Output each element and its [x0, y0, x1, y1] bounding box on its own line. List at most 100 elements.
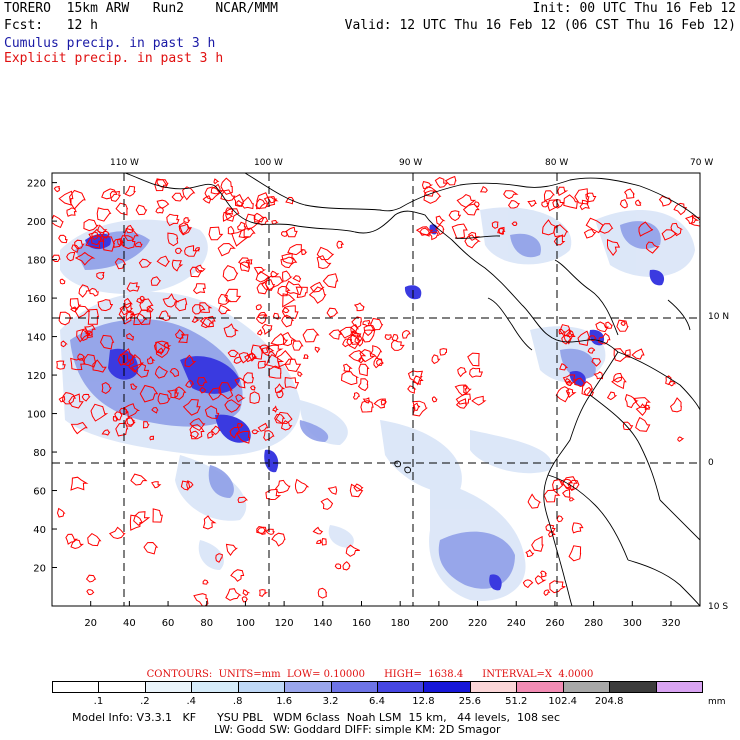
explicit-contour	[583, 228, 597, 239]
explicit-contour	[70, 476, 89, 491]
explicit-contour	[272, 312, 280, 320]
explicit-contour	[559, 363, 569, 371]
explicit-contour	[69, 298, 82, 310]
explicit-contour	[562, 476, 578, 491]
explicit-contour	[549, 580, 566, 594]
explicit-contour	[56, 360, 66, 370]
explicit-contour	[670, 397, 682, 413]
legend-label: .1	[93, 696, 104, 707]
explicit-contour	[358, 357, 366, 364]
explicit-contour	[525, 549, 535, 557]
explicit-contour	[328, 329, 343, 340]
explicit-contour	[613, 348, 631, 362]
explicit-contour	[320, 498, 334, 510]
explicit-contour	[540, 570, 548, 578]
explicit-contour	[87, 532, 102, 547]
explicit-contour	[220, 189, 236, 202]
explicit-contour	[70, 539, 85, 550]
explicit-contour	[353, 302, 366, 312]
explicit-contour	[245, 259, 253, 265]
explicit-contour	[638, 221, 654, 237]
explicit-contour	[317, 587, 328, 599]
explicit-contour	[90, 403, 109, 422]
explicit-contour	[668, 380, 676, 387]
explicit-contour	[585, 217, 604, 234]
explicit-contour	[316, 246, 335, 261]
legend-swatch	[284, 681, 332, 693]
explicit-contour	[138, 258, 152, 268]
explicit-contour	[531, 535, 544, 552]
explicit-contour	[71, 244, 80, 254]
explicit-contour	[222, 264, 239, 282]
explicit-contour	[59, 278, 66, 285]
explicit-contour	[677, 436, 685, 443]
explicit-contour	[158, 310, 171, 322]
explicit-contour	[249, 385, 256, 391]
explicit-contour	[282, 270, 293, 282]
explicit-contour	[295, 286, 308, 298]
explicit-contour	[189, 266, 203, 278]
explicit-contour	[439, 348, 448, 356]
explicit-contour	[568, 497, 575, 502]
explicit-contour	[559, 324, 572, 336]
explicit-contour	[130, 383, 138, 390]
legend-swatch	[377, 681, 425, 693]
latlon-grid	[52, 173, 700, 606]
x-tick-label: 80	[200, 618, 213, 629]
explicit-contour	[119, 235, 136, 250]
explicit-contour	[233, 356, 243, 364]
explicit-precip-contours	[52, 175, 700, 606]
explicit-contour	[202, 195, 212, 204]
explicit-contour	[231, 228, 250, 247]
explicit-contour	[189, 417, 206, 432]
explicit-contour	[185, 379, 195, 388]
explicit-contour	[74, 239, 85, 250]
x-tick-label: 260	[545, 618, 564, 629]
explicit-contour	[70, 421, 88, 435]
explicit-contour	[413, 375, 424, 386]
explicit-contour	[218, 293, 232, 305]
explicit-contour	[391, 339, 405, 351]
explicit-contour	[527, 199, 537, 208]
explicit-contour	[351, 330, 360, 337]
y-tick-label: 120	[27, 371, 46, 382]
explicit-contour	[256, 525, 267, 535]
explicit-contour	[511, 221, 518, 227]
explicit-contour	[96, 207, 112, 222]
explicit-contour	[282, 331, 297, 347]
explicit-contour	[454, 384, 468, 396]
explicit-contour	[274, 383, 286, 393]
explicit-contour	[174, 386, 187, 400]
explicit-contour	[134, 241, 143, 248]
explicit-contour	[56, 507, 66, 518]
explicit-contour	[646, 241, 660, 254]
explicit-contour	[215, 553, 223, 563]
x-tick-label: 300	[623, 618, 642, 629]
explicit-contour	[560, 478, 574, 489]
explicit-contour	[200, 317, 214, 329]
legend-label: .2	[140, 696, 150, 707]
explicit-contour	[81, 393, 91, 402]
explicit-contour	[620, 321, 627, 327]
explicit-contour	[150, 276, 162, 286]
explicit-contour	[97, 299, 114, 312]
explicit-contour	[345, 544, 360, 557]
explicit-contour	[351, 316, 362, 329]
explicit-contour	[182, 186, 196, 201]
explicit-contour	[124, 185, 136, 197]
explicit-contour	[117, 353, 133, 366]
explicit-contour	[208, 387, 222, 401]
y-tick-label: 40	[33, 525, 46, 536]
explicit-contour	[498, 227, 506, 235]
y-tick-label: 80	[33, 448, 46, 459]
explicit-contour	[401, 329, 411, 339]
explicit-contour	[534, 575, 547, 585]
explicit-contour	[357, 378, 369, 392]
explicit-contour	[237, 422, 244, 428]
explicit-contour	[370, 345, 383, 359]
explicit-contour	[556, 515, 564, 523]
explicit-contour	[619, 198, 628, 209]
explicit-contour	[303, 354, 309, 360]
explicit-contour	[415, 226, 434, 236]
explicit-contour	[191, 316, 201, 323]
